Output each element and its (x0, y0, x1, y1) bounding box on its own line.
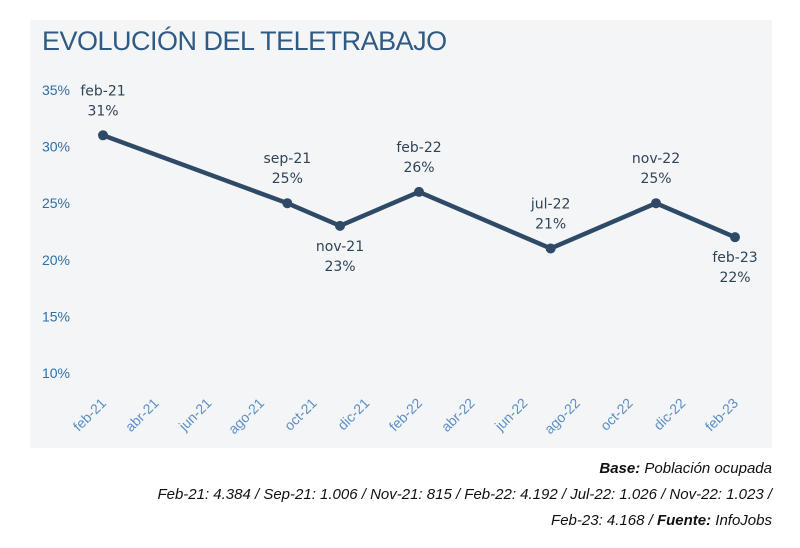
x-tick-label: ago-21 (225, 395, 267, 437)
x-tick-label: feb-21 (70, 395, 110, 435)
data-label-date: nov-21 (316, 239, 364, 255)
chart-panel (30, 20, 772, 448)
data-label-value: 26% (403, 160, 434, 176)
y-tick-label: 25% (42, 195, 70, 211)
data-point (730, 232, 740, 243)
x-axis: feb-21 abr-21 jun-21 ago-21 oct-21 dic-21 feb-… (70, 395, 742, 437)
source-text: InfoJobs (711, 512, 772, 529)
data-label-value: 23% (324, 259, 355, 275)
source-label: Fuente: (656, 512, 712, 529)
footnote-values-last: Feb-23: 4.168 / (551, 512, 657, 529)
chart-title: EVOLUCIÓN DEL TELETRABAJO (42, 26, 447, 56)
data-point (282, 198, 293, 209)
data-label-value: 31% (87, 103, 118, 119)
x-tick-label: abr-22 (438, 395, 478, 435)
series-teletrabajo (98, 130, 740, 254)
x-tick-label: feb-22 (386, 395, 426, 435)
data-label-date: sep-21 (263, 151, 311, 167)
x-tick-label: feb-23 (702, 395, 742, 435)
data-label-date: jul-22 (530, 196, 571, 212)
data-label-date: feb-21 (80, 83, 125, 99)
data-label-value: 22% (719, 270, 750, 286)
data-point (414, 186, 424, 197)
x-tick-label: jun-21 (175, 395, 215, 435)
base-label: Base: (599, 460, 641, 477)
y-tick-label: 20% (42, 252, 70, 268)
x-tick-label: jun-22 (491, 395, 531, 435)
x-tick-label: dic-21 (334, 395, 372, 433)
data-label-value: 21% (535, 216, 566, 232)
y-axis: 35% 30% 25% 20% 15% 10% (42, 82, 70, 381)
data-label-value: 25% (272, 171, 303, 187)
x-tick-label: dic-22 (650, 395, 688, 433)
x-tick-label: oct-21 (281, 395, 320, 434)
data-point (98, 130, 108, 141)
y-tick-label: 15% (42, 308, 70, 324)
data-labels: feb-21 31% sep-21 25% nov-21 23% feb-22 26% jul-… (80, 83, 757, 286)
y-tick-label: 35% (42, 82, 70, 98)
data-label-value: 25% (640, 171, 671, 187)
base-text: Población ocupada (640, 460, 772, 477)
data-point (651, 198, 661, 209)
footnote: Base: Población ocupada Feb-21: 4.384 / … (32, 456, 772, 534)
x-tick-label: oct-22 (597, 395, 636, 434)
footnote-source: Feb-23: 4.168 / Fuente: InfoJobs (32, 508, 772, 534)
data-label-date: feb-23 (712, 250, 757, 266)
data-point (545, 243, 556, 254)
footnote-values: Feb-21: 4.384 / Sep-21: 1.006 / Nov-21: … (157, 486, 772, 503)
data-point (335, 220, 345, 231)
x-tick-label: ago-22 (541, 395, 583, 437)
y-tick-label: 30% (42, 139, 70, 155)
y-tick-label: 10% (42, 365, 70, 381)
x-tick-label: abr-21 (122, 395, 162, 435)
line-chart: 35%30%25%20%15%10% feb-21 abr-21 jun-21 ago… (42, 82, 758, 437)
footnote-base: Base: Población ocupada (32, 456, 772, 482)
data-label-date: nov-22 (632, 151, 680, 167)
data-label-date: feb-22 (396, 140, 441, 156)
